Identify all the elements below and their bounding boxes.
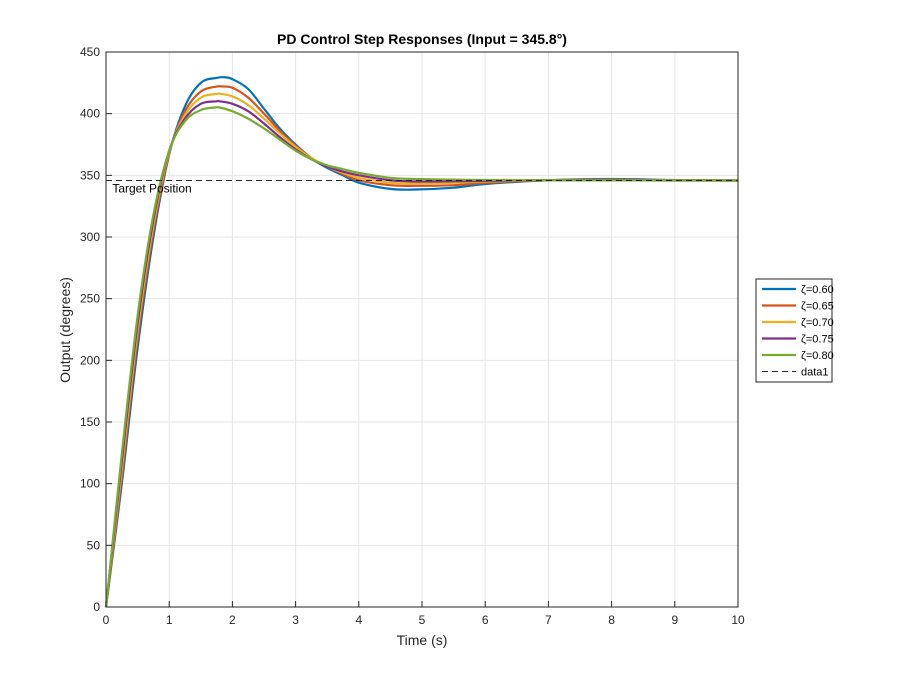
y-tick-label: 100 — [80, 477, 100, 491]
y-tick-label: 300 — [80, 230, 100, 244]
x-tick-label: 6 — [482, 613, 489, 627]
y-tick-label: 150 — [80, 415, 100, 429]
x-tick-label: 8 — [608, 613, 615, 627]
y-tick-label: 400 — [80, 107, 100, 121]
x-tick-label: 7 — [545, 613, 552, 627]
y-tick-label: 450 — [80, 45, 100, 59]
y-axis-label: Output (degrees) — [57, 277, 73, 383]
legend-label-4: ζ=0.75 — [801, 334, 834, 346]
legend-label-5: ζ=0.80 — [801, 350, 834, 362]
legend-box — [755, 278, 833, 383]
legend-label-2: ζ=0.65 — [801, 301, 834, 313]
legend-label-1: ζ=0.60 — [801, 284, 834, 296]
y-tick-label: 250 — [80, 292, 100, 306]
x-axis-label: Time (s) — [397, 632, 448, 648]
legend-label-3: ζ=0.70 — [801, 317, 834, 329]
x-tick-label: 0 — [103, 613, 110, 627]
x-tick-label: 9 — [671, 613, 678, 627]
x-tick-label: 1 — [166, 613, 173, 627]
series-layer — [104, 76, 739, 608]
x-tick-label: 2 — [229, 613, 236, 627]
y-tick-label: 200 — [80, 353, 100, 367]
y-tick-label: 350 — [80, 168, 100, 182]
y-tick-label: 0 — [93, 600, 100, 614]
x-tick-label: 10 — [731, 613, 745, 627]
chart-title: PD Control Step Responses (Input = 345.8… — [277, 31, 567, 47]
x-tick-label: 5 — [419, 613, 426, 627]
target-position-annotation: Target Position — [112, 182, 191, 196]
x-tick-label: 3 — [292, 613, 299, 627]
legend-label-6: data1 — [801, 367, 829, 379]
x-tick-label: 4 — [355, 613, 362, 627]
series-line-5 — [104, 106, 739, 608]
legend: ζ=0.60 ζ=0.65 ζ=0.70 ζ=0.75 ζ=0.80 data1 — [755, 278, 834, 383]
y-tick-label: 50 — [87, 538, 101, 552]
